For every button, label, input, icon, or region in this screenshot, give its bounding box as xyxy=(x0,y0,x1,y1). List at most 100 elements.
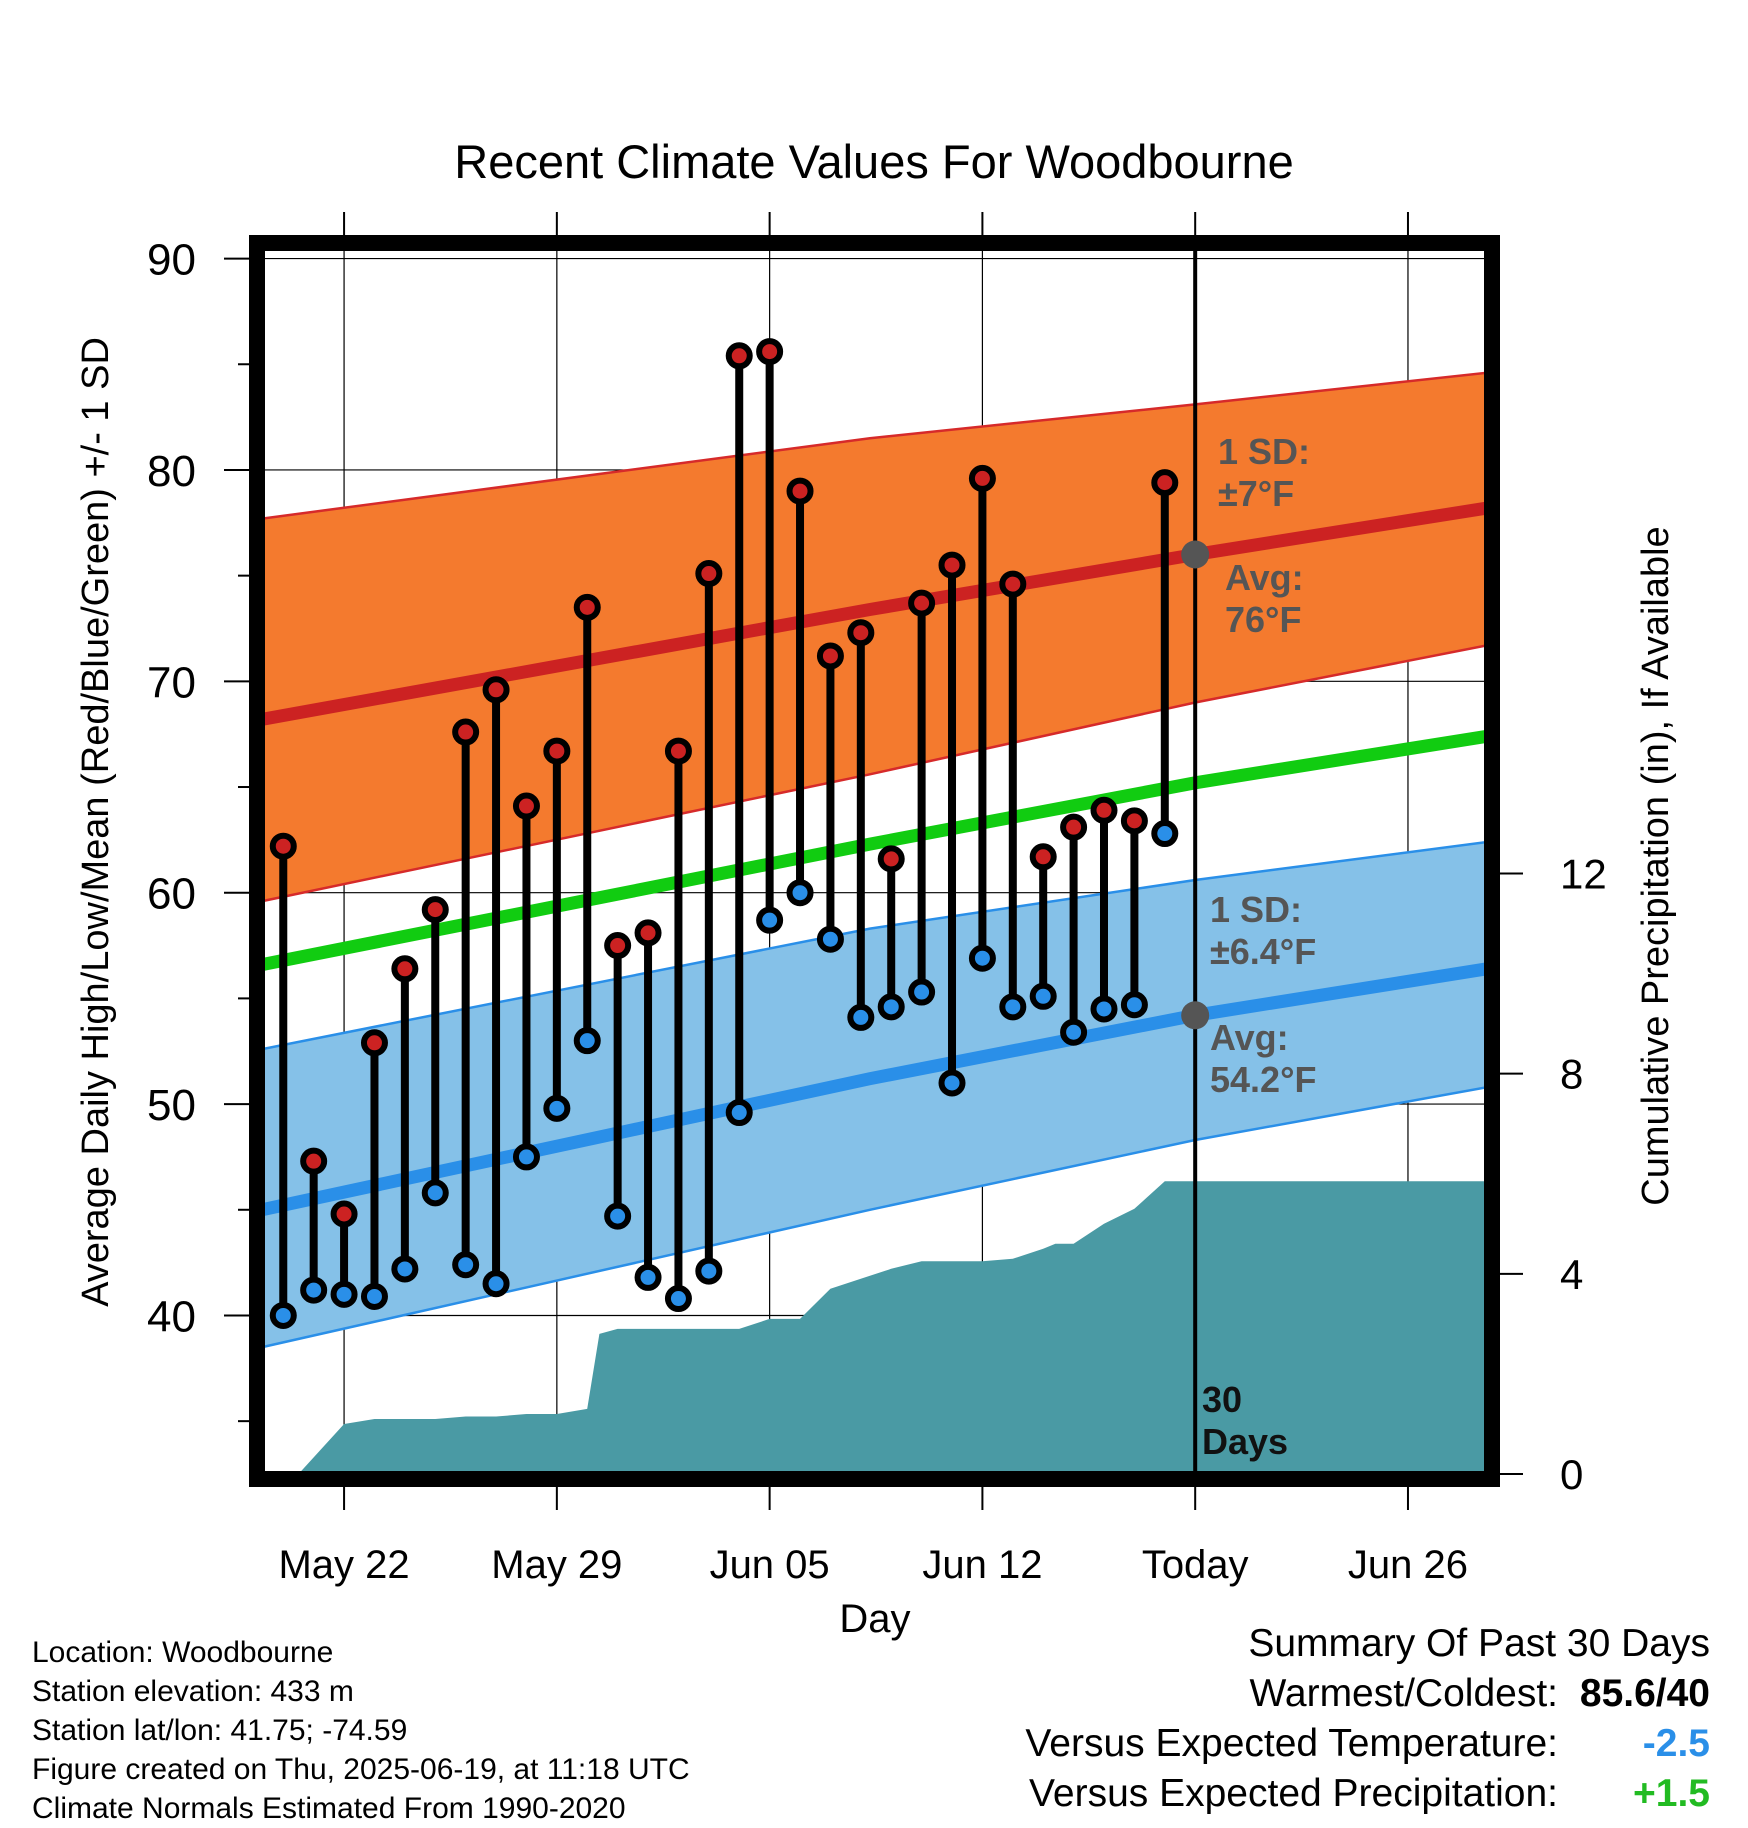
y-axis-label: Average Daily High/Low/Mean (Red/Blue/Gr… xyxy=(75,337,117,1307)
high-point xyxy=(725,342,753,370)
low-point xyxy=(877,993,905,1021)
low-point xyxy=(695,1257,723,1285)
summary-title: Summary Of Past 30 Days xyxy=(1248,1622,1710,1665)
y2-tick-label: 0 xyxy=(1560,1451,1583,1498)
low-sd-band xyxy=(262,840,1487,1349)
low-point xyxy=(1120,991,1148,1019)
info-normals: Climate Normals Estimated From 1990-2020 xyxy=(32,1792,626,1825)
high-point xyxy=(877,845,905,873)
high-point xyxy=(1060,813,1088,841)
y-tick-label: 70 xyxy=(147,658,196,707)
low-point xyxy=(1060,1018,1088,1046)
summary-precip-row: Versus Expected Precipitation: +1.5 xyxy=(1029,1772,1710,1816)
high-point xyxy=(300,1147,328,1175)
x-tick-label: Jun 12 xyxy=(922,1543,1042,1587)
low-sd-label-line: 1 SD: xyxy=(1210,889,1302,930)
high-normal-line xyxy=(262,501,1487,726)
info-created: Figure created on Thu, 2025-06-19, at 11… xyxy=(32,1753,690,1786)
info-location: Location: Woodbourne xyxy=(32,1636,334,1669)
summary-temp-row: Versus Expected Temperature: -2.5 xyxy=(1025,1722,1710,1766)
low-point xyxy=(482,1270,510,1298)
low-point xyxy=(938,1069,966,1097)
summary-temp-label: Versus Expected Temperature: xyxy=(1025,1722,1558,1765)
high-point xyxy=(482,676,510,704)
y2-tick-label: 8 xyxy=(1560,1051,1583,1098)
high-avg-label-line: Avg: xyxy=(1225,557,1304,598)
low-avg-label: Avg: 54.2°F xyxy=(1210,1017,1316,1100)
low-point xyxy=(664,1285,692,1313)
summary-warmest-row: Warmest/Coldest: 85.6/40 xyxy=(1250,1672,1710,1716)
low-point xyxy=(300,1276,328,1304)
low-point xyxy=(1151,820,1179,848)
high-sd-label: 1 SD: ±7°F xyxy=(1218,431,1310,514)
high-point xyxy=(999,570,1027,598)
low-sd-label: 1 SD: ±6.4°F xyxy=(1210,889,1316,972)
y-tick-label: 90 xyxy=(147,236,196,285)
high-point xyxy=(847,619,875,647)
y2-axis-label: Cumulative Precipitation (in), If Availa… xyxy=(1635,526,1677,1205)
low-sd-label-line: ±6.4°F xyxy=(1210,931,1316,972)
high-point xyxy=(1151,469,1179,497)
y2-tick-label: 12 xyxy=(1560,851,1607,898)
high-avg-label-line: 76°F xyxy=(1225,599,1301,640)
y-tick-label: 80 xyxy=(147,447,196,496)
low-point xyxy=(421,1179,449,1207)
high-point xyxy=(938,551,966,579)
summary-temp-value: -2.5 xyxy=(1642,1722,1710,1765)
y-tick-label: 40 xyxy=(147,1292,196,1341)
low-point xyxy=(786,879,814,907)
low-point xyxy=(1029,982,1057,1010)
today-high-avg-marker xyxy=(1181,540,1210,569)
low-point xyxy=(968,944,996,972)
low-point xyxy=(1090,995,1118,1023)
low-point xyxy=(604,1202,632,1230)
high-point xyxy=(604,932,632,960)
x-tick-label: Jun 05 xyxy=(710,1543,830,1587)
low-point xyxy=(908,978,936,1006)
axes: 40 50 60 70 80 90 0 4 8 12 May 22 May 29 Jun 05 Jun 1… xyxy=(147,212,1607,1587)
low-point xyxy=(573,1027,601,1055)
high-point xyxy=(360,1029,388,1057)
high-point xyxy=(1120,807,1148,835)
y-tick-label: 50 xyxy=(147,1081,196,1130)
y-tick-label: 60 xyxy=(147,870,196,919)
low-point xyxy=(634,1263,662,1291)
y2-tick-label: 4 xyxy=(1560,1251,1583,1298)
low-point xyxy=(391,1255,419,1283)
summary-warmest-value: 85.6/40 xyxy=(1579,1672,1710,1715)
high-point xyxy=(786,477,814,505)
today-days-label: 30 Days xyxy=(1202,1379,1288,1462)
today-days-label-line: 30 xyxy=(1202,1379,1242,1420)
low-point xyxy=(847,1003,875,1031)
high-point xyxy=(452,718,480,746)
precip-area xyxy=(298,1181,1487,1474)
high-point xyxy=(634,919,662,947)
low-point xyxy=(756,906,784,934)
high-point xyxy=(573,593,601,621)
high-sd-label-line: ±7°F xyxy=(1218,473,1294,514)
x-tick-label: May 22 xyxy=(278,1543,409,1587)
low-normal-line xyxy=(262,962,1487,1217)
low-avg-label-line: Avg: xyxy=(1210,1017,1289,1058)
info-latlon: Station lat/lon: 41.75; -74.59 xyxy=(32,1714,408,1747)
high-avg-label: Avg: 76°F xyxy=(1225,557,1304,640)
high-point xyxy=(816,642,844,670)
x-tick-label: Today xyxy=(1142,1543,1249,1587)
low-point xyxy=(816,925,844,953)
info-elevation: Station elevation: 433 m xyxy=(32,1675,354,1708)
high-point xyxy=(512,792,540,820)
summary-precip-value: +1.5 xyxy=(1633,1772,1710,1815)
low-point xyxy=(330,1280,358,1308)
low-point xyxy=(512,1143,540,1171)
high-point xyxy=(1029,843,1057,871)
high-point xyxy=(695,560,723,588)
low-point xyxy=(360,1282,388,1310)
high-point xyxy=(968,464,996,492)
high-point xyxy=(391,955,419,983)
x-tick-label: May 29 xyxy=(491,1543,622,1587)
high-point xyxy=(421,896,449,924)
summary-precip-label: Versus Expected Precipitation: xyxy=(1029,1772,1558,1815)
mean-normal-line xyxy=(262,729,1487,971)
